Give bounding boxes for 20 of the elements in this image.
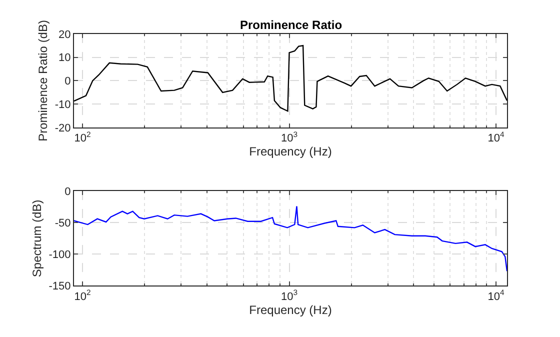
x-tick-label: 10$^{4}$ (488, 288, 506, 303)
y-axis-title: Spectrum (dB) (30, 200, 44, 278)
y-tick-label: -50 (54, 217, 71, 230)
y-tick-label: 0 (64, 76, 71, 88)
x-axis-title: Frequency (Hz) (249, 302, 332, 317)
x-tick-label: 10$^{2}$ (74, 130, 91, 145)
y-tick-label: 10 (58, 52, 71, 64)
y-tick-label: -10 (54, 98, 71, 111)
x-axis-title: Frequency (Hz) (249, 144, 332, 159)
y-tick-label: 20 (58, 28, 71, 41)
x-tick-label: 10$^{2}$ (74, 288, 91, 303)
x-tick-label: 10$^{3}$ (280, 288, 298, 303)
y-tick-label: -150 (48, 280, 71, 292)
y-tick-label: -100 (48, 248, 71, 261)
x-tick-label: 10$^{4}$ (488, 130, 506, 145)
y-tick-label: -20 (54, 122, 71, 134)
y-tick-label: 0 (64, 186, 71, 198)
y-axis-title: Prominence Ratio (dB) (36, 20, 50, 142)
chart-title: Prominence Ratio (240, 18, 342, 32)
x-tick-label: 10$^{3}$ (280, 130, 298, 145)
